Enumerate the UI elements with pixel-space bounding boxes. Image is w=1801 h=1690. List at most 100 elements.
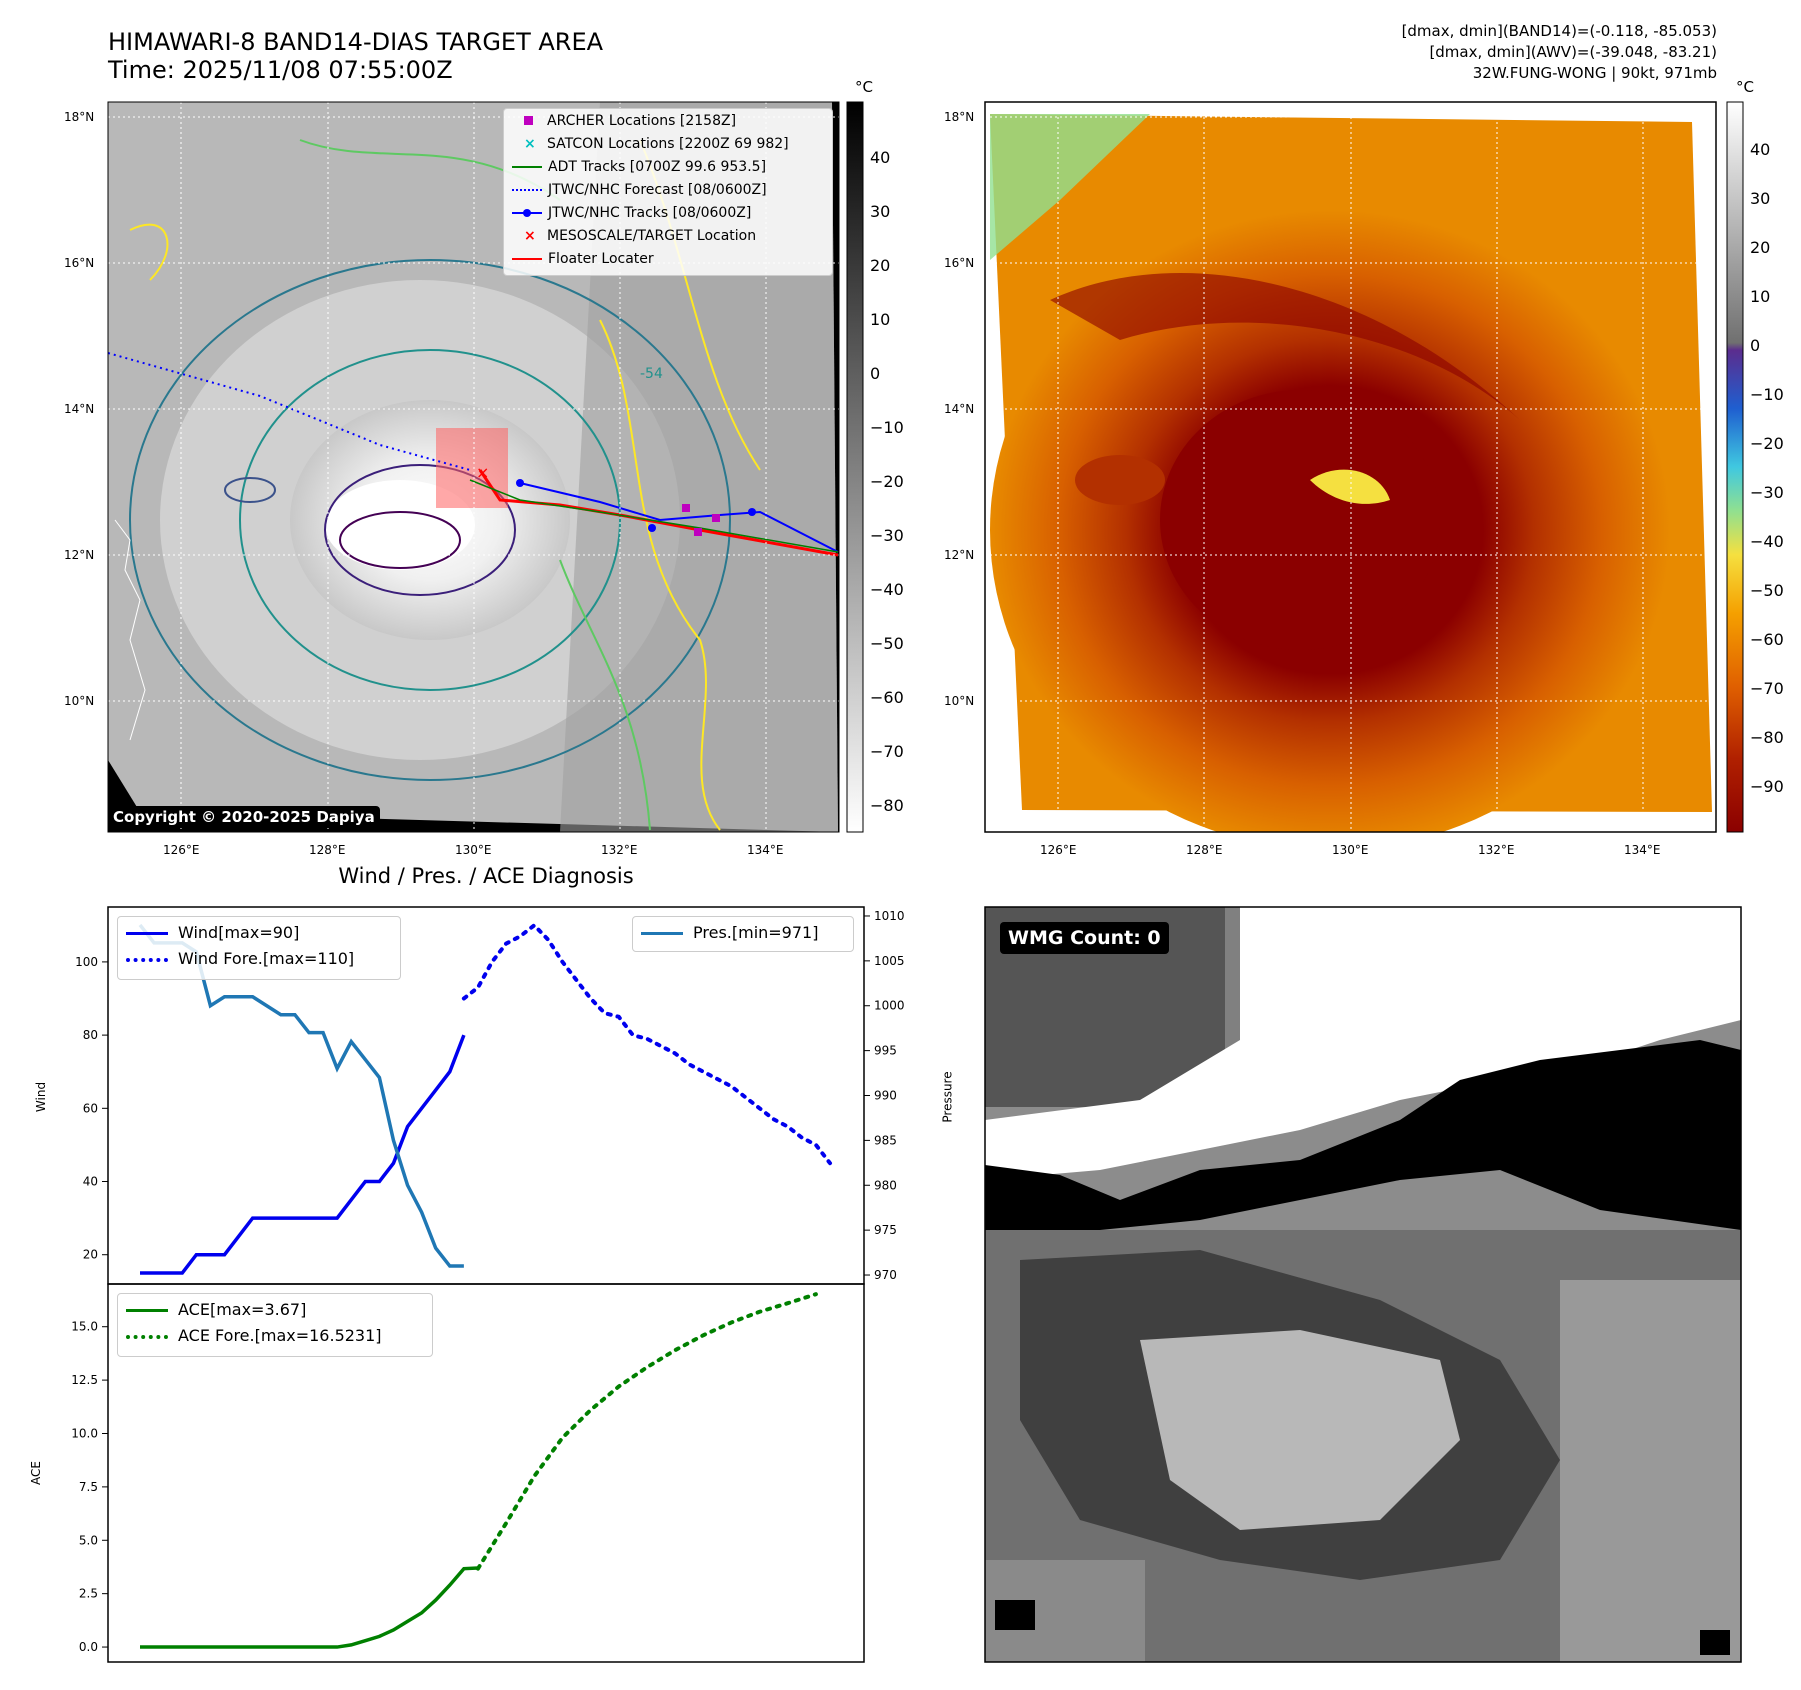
colorbar-tick: −40 <box>870 580 904 599</box>
lon-tick: 128°E <box>309 843 346 857</box>
lon-tick: 126°E <box>1040 843 1077 857</box>
legend-item: Wind Fore.[max=110] <box>126 949 354 968</box>
colorbar-tick: 40 <box>870 148 891 167</box>
wind-line <box>140 1034 466 1275</box>
wind-ytick-label: 60 <box>83 1101 98 1115</box>
info-storm: 32W.FUNG-WONG | 90kt, 971mb <box>1472 64 1717 82</box>
lat-tick: 16°N <box>944 256 975 270</box>
legend-item: Wind[max=90] <box>126 923 299 942</box>
colorbar-tick: −70 <box>1750 679 1784 698</box>
pres-legend: Pres.[min=971] <box>632 916 854 952</box>
ace-ytick-label: 2.5 <box>79 1587 98 1601</box>
lat-tick: 10°N <box>64 694 95 708</box>
colorbar-tick: −10 <box>870 418 904 437</box>
wind-ytick-label: 100 <box>75 955 98 969</box>
wind-ytick-label: 20 <box>83 1248 98 1262</box>
colorbar-tick: −30 <box>1750 483 1784 502</box>
legend-item: ACE Fore.[max=16.5231] <box>126 1326 382 1345</box>
ace-line <box>140 1566 479 1649</box>
wmg-image <box>985 907 1741 1662</box>
legend-item: ADT Tracks [0700Z 99.6 953.5] <box>512 159 766 175</box>
colorbar-tick: −90 <box>1750 777 1784 796</box>
colorbar-tick: 0 <box>870 364 881 383</box>
awv-map-image <box>985 102 1716 832</box>
wind-legend: Wind[max=90] Wind Fore.[max=110] <box>117 916 401 980</box>
x-marker-icon: × <box>524 136 536 152</box>
pressure-ytick-label: 985 <box>874 1133 897 1147</box>
diagnosis-title: Wind / Pres. / ACE Diagnosis <box>338 864 634 888</box>
pressure-axis-title: Pressure <box>940 1071 955 1123</box>
ace-ytick-label: 0.0 <box>79 1640 98 1654</box>
line-marker-icon <box>512 258 542 260</box>
wind-forecast-line <box>461 922 832 1166</box>
right-colorbar-unit: °C <box>1736 78 1754 96</box>
ace-ytick-label: 10.0 <box>71 1426 98 1440</box>
lat-tick: 12°N <box>64 548 95 562</box>
legend-item: JTWC/NHC Forecast [08/0600Z] <box>512 182 767 198</box>
legend-label: Wind[max=90] <box>178 923 300 942</box>
lat-tick: 12°N <box>944 548 975 562</box>
legend-item: Pres.[min=971] <box>641 923 818 942</box>
pressure-ytick-label: 1000 <box>874 999 905 1013</box>
colorbar-tick: −80 <box>870 796 904 815</box>
colorbar-tick: 20 <box>870 256 891 275</box>
left-colorbar-unit: °C <box>855 78 873 96</box>
colorbar-tick: 10 <box>870 310 891 329</box>
left-colorbar <box>846 101 864 833</box>
pressure-ytick-label: 970 <box>874 1268 897 1282</box>
chart-time: Time: 2025/11/08 07:55:00Z <box>108 56 453 84</box>
lon-tick: 132°E <box>601 843 638 857</box>
legend-item: ARCHER Locations [2158Z] <box>512 113 736 129</box>
colorbar-tick: −10 <box>1750 385 1784 404</box>
wmg-count-badge: WMG Count: 0 <box>1000 922 1169 954</box>
info-awv: [dmax, dmin](AWV)=(-39.048, -83.21) <box>1429 43 1717 61</box>
lon-tick: 128°E <box>1186 843 1223 857</box>
lon-tick: 134°E <box>747 843 784 857</box>
lon-tick: 132°E <box>1478 843 1515 857</box>
lat-tick: 18°N <box>944 110 975 124</box>
pressure-ytick-label: 1005 <box>874 954 905 968</box>
legend-item: × MESOSCALE/TARGET Location <box>512 228 756 244</box>
band14-map-image: × <box>108 102 839 832</box>
colorbar-tick: −20 <box>1750 434 1784 453</box>
x-marker-icon: × <box>524 228 536 244</box>
lat-tick: 10°N <box>944 694 975 708</box>
legend-label: ACE Fore.[max=16.5231] <box>178 1326 382 1345</box>
colorbar-tick: −60 <box>870 688 904 707</box>
lon-tick: 130°E <box>1332 843 1369 857</box>
pressure-ytick-label: 995 <box>874 1044 897 1058</box>
ace-axis-title: ACE <box>28 1461 43 1485</box>
pressure-ytick-label: 975 <box>874 1223 897 1237</box>
legend-item: JTWC/NHC Tracks [08/0600Z] <box>512 205 751 221</box>
legend-label: SATCON Locations [2200Z 69 982] <box>547 136 789 152</box>
colorbar-tick: 20 <box>1750 238 1771 257</box>
dotted-line-icon <box>512 189 542 191</box>
legend-label: JTWC/NHC Tracks [08/0600Z] <box>548 205 752 221</box>
legend-label: Wind Fore.[max=110] <box>178 949 355 968</box>
legend-label: MESOSCALE/TARGET Location <box>547 228 757 244</box>
legend-label: ADT Tracks [0700Z 99.6 953.5] <box>548 159 767 175</box>
wind-axis-title: Wind <box>34 1081 49 1113</box>
chart-title: HIMAWARI-8 BAND14-DIAS TARGET AREA <box>108 28 604 56</box>
colorbar-tick: −20 <box>870 472 904 491</box>
lon-tick: 126°E <box>163 843 200 857</box>
legend-item: Floater Locater <box>512 251 654 267</box>
map-legend: ARCHER Locations [2158Z] × SATCON Locatio… <box>503 108 833 276</box>
lat-tick: 14°N <box>64 402 95 416</box>
colorbar-tick: −50 <box>1750 581 1784 600</box>
legend-label: JTWC/NHC Forecast [08/0600Z] <box>548 182 767 198</box>
colorbar-tick: 0 <box>1750 336 1761 355</box>
dotted-line-icon <box>126 1334 168 1339</box>
legend-item: × SATCON Locations [2200Z 69 982] <box>512 136 789 152</box>
pressure-ytick-label: 1010 <box>874 909 905 923</box>
colorbar-tick: 30 <box>870 202 891 221</box>
ace-axes <box>107 1283 865 1663</box>
line-marker-icon <box>126 1309 168 1312</box>
ace-ytick-label: 12.5 <box>71 1373 98 1387</box>
colorbar-tick: −70 <box>870 742 904 761</box>
legend-label: ACE[max=3.67] <box>178 1300 307 1319</box>
legend-label: ARCHER Locations [2158Z] <box>547 113 737 129</box>
colorbar-tick: −80 <box>1750 728 1784 747</box>
ace-ytick-label: 7.5 <box>79 1480 98 1494</box>
